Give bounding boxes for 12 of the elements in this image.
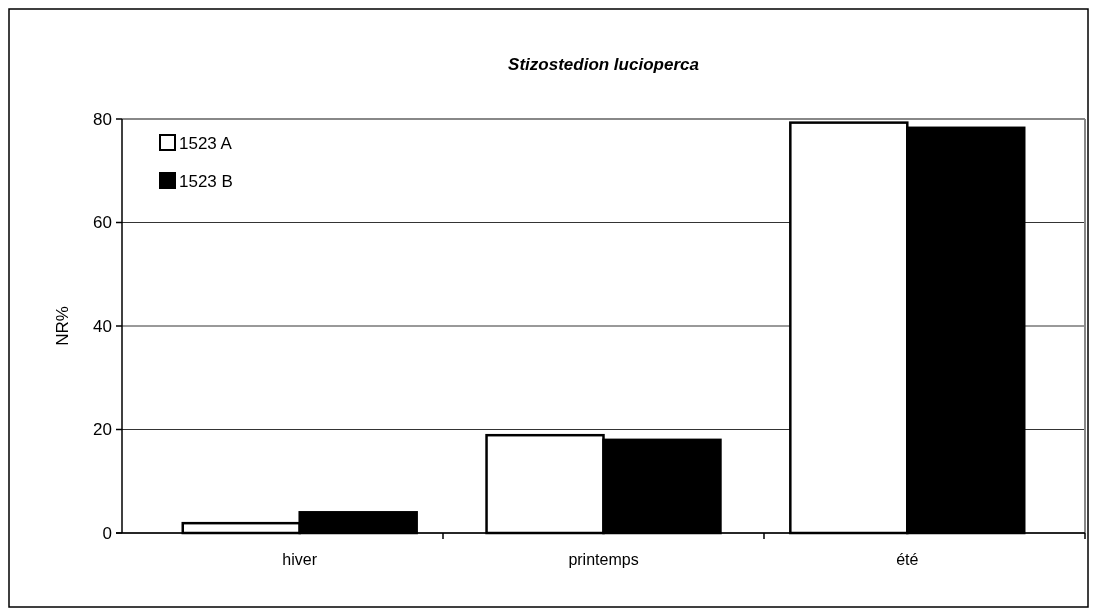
y-tick-label: 40 bbox=[93, 316, 112, 336]
y-axis-title: NR% bbox=[53, 306, 72, 346]
y-tick-label: 80 bbox=[93, 109, 112, 129]
y-tick-label: 60 bbox=[93, 213, 112, 233]
chart-title: Stizostedion lucioperca bbox=[508, 55, 699, 74]
x-tick-label: hiver bbox=[282, 551, 318, 568]
y-tick-label: 20 bbox=[93, 420, 112, 440]
x-tick-label: printemps bbox=[568, 551, 639, 568]
legend-label: 1523 A bbox=[179, 133, 233, 153]
y-tick-label: 0 bbox=[102, 523, 112, 543]
x-tick-label: été bbox=[896, 551, 919, 568]
legend-label: 1523 B bbox=[179, 171, 233, 191]
